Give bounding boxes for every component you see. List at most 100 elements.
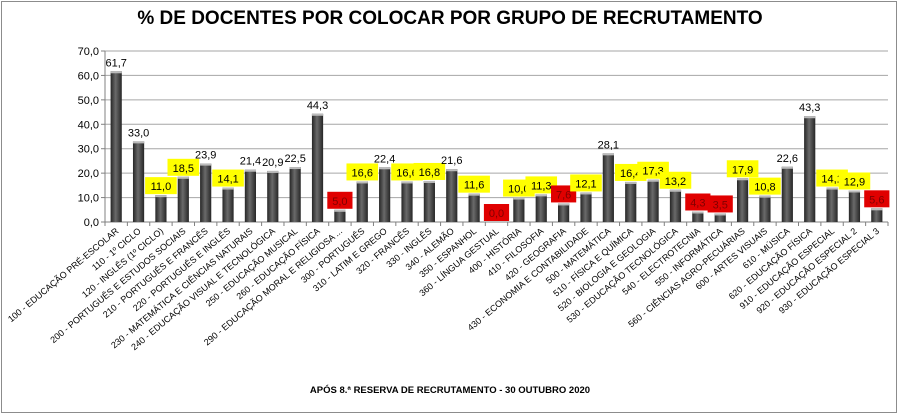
bar	[871, 208, 883, 222]
bar-cap	[311, 113, 324, 116]
bar-cap	[513, 197, 525, 200]
data-label: 28,1	[598, 139, 619, 151]
bar-cap	[692, 211, 704, 214]
data-label: 12,1	[575, 178, 596, 190]
y-tick-label: 20,0	[78, 168, 99, 180]
chart-footer: APÓS 8.ª RESERVA DE RECRUTAMENTO - 30 OU…	[309, 385, 591, 396]
bar	[200, 163, 212, 222]
data-label-highlight	[346, 163, 379, 181]
bar	[356, 181, 368, 222]
y-tick-label: 10,0	[78, 193, 99, 205]
data-label: 21,6	[441, 155, 462, 167]
bar	[759, 195, 771, 222]
bar	[311, 113, 324, 222]
data-label: 0,0	[489, 208, 504, 220]
bar-cap	[468, 193, 480, 196]
data-label: 3,5	[713, 199, 728, 211]
data-label: 16,6	[396, 167, 417, 179]
bar	[155, 195, 167, 222]
bar-cap	[781, 166, 793, 169]
bar	[669, 189, 682, 222]
bar	[334, 209, 346, 222]
data-label: 7,6	[556, 189, 571, 201]
bar-cap	[625, 181, 637, 184]
bar-cap	[804, 116, 816, 119]
data-label: 61,7	[105, 57, 126, 69]
bar-cap	[423, 180, 435, 183]
y-tick-label: 30,0	[78, 144, 99, 156]
data-label: 12,9	[844, 176, 865, 188]
data-label: 17,3	[642, 166, 663, 178]
y-tick-label: 60,0	[78, 70, 99, 82]
data-label-highlight	[212, 169, 244, 187]
data-label: 16,6	[352, 167, 373, 179]
data-label: 20,9	[262, 157, 283, 169]
data-label-highlight	[413, 162, 446, 180]
bar	[401, 181, 413, 222]
bar	[267, 170, 279, 222]
bar-cap	[401, 181, 413, 184]
data-label: 14,1	[821, 174, 842, 186]
data-label-highlight	[145, 177, 177, 195]
data-label: 21,4	[240, 156, 261, 168]
data-label-highlight	[707, 195, 733, 213]
bar-cap	[826, 187, 838, 190]
data-label: 18,5	[173, 163, 194, 175]
data-label-highlight	[659, 171, 692, 189]
bar	[423, 180, 435, 222]
data-label: 17,9	[732, 164, 753, 176]
bar	[132, 141, 145, 222]
data-label: 4,3	[690, 197, 705, 209]
bar-cap	[759, 195, 771, 198]
data-label: 11,6	[464, 180, 485, 192]
bar-cap	[155, 195, 167, 198]
data-label: 14,1	[217, 174, 238, 186]
data-label-highlight	[525, 176, 558, 194]
bar	[110, 71, 122, 222]
bar-cap	[714, 213, 726, 216]
bar-cap	[289, 167, 301, 170]
data-label-highlight	[167, 158, 200, 176]
bar-cap	[334, 209, 346, 212]
bar-cap	[356, 181, 368, 184]
bar	[379, 167, 391, 222]
bar-cap	[177, 176, 189, 179]
bar-cap	[848, 190, 861, 193]
bar	[244, 169, 257, 222]
data-label: 23,9	[195, 150, 216, 162]
bar	[625, 181, 637, 222]
bar	[804, 116, 816, 222]
data-label: 5,6	[869, 194, 884, 206]
data-label-highlight	[327, 191, 353, 209]
data-label-highlight	[458, 175, 490, 193]
bar-cap	[222, 187, 234, 190]
data-label: 11,0	[151, 181, 172, 193]
data-label: 11,3	[531, 180, 552, 192]
bar	[692, 211, 704, 222]
bar-cap	[558, 203, 570, 206]
data-label: 22,6	[777, 153, 798, 165]
bar-cap	[736, 178, 749, 181]
data-label-highlight	[551, 185, 577, 203]
bar	[177, 176, 189, 222]
data-label: 44,3	[307, 100, 328, 112]
bar	[468, 193, 480, 222]
data-label: 16,8	[419, 167, 440, 179]
data-label-highlight	[749, 177, 781, 195]
bar	[848, 190, 861, 222]
bar-cap	[446, 169, 458, 172]
data-label-highlight	[570, 174, 602, 192]
bar-cap	[244, 169, 257, 172]
bar-cap	[267, 170, 279, 173]
y-tick-label: 50,0	[78, 95, 99, 107]
data-label: 43,3	[799, 102, 820, 114]
bar	[558, 203, 570, 222]
bar	[602, 153, 614, 222]
bar-cap	[669, 189, 682, 192]
bar	[535, 194, 547, 222]
bar	[513, 197, 525, 222]
bar	[647, 179, 659, 222]
bar-cap	[379, 167, 391, 170]
data-label: 22,4	[374, 153, 395, 165]
